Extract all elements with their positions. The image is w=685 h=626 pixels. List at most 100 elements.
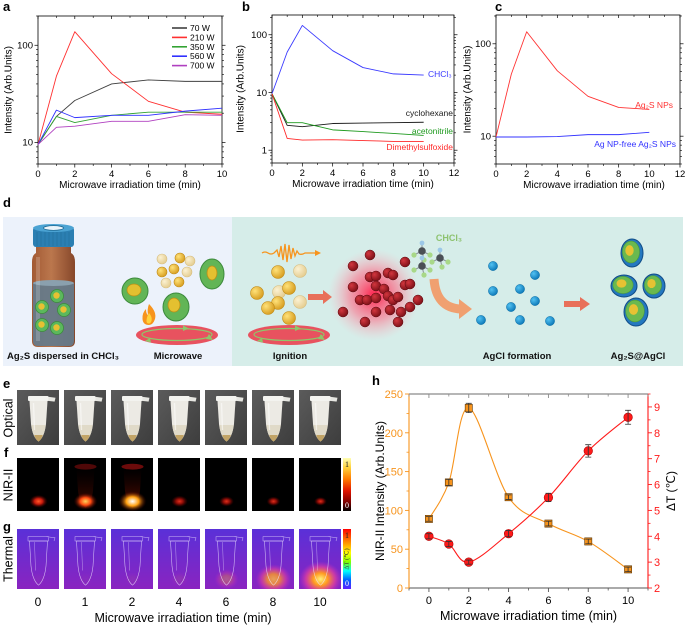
tube-rim (28, 396, 49, 401)
error-bar (465, 559, 472, 565)
x-tick-label: 10 (644, 169, 655, 180)
chlorine-atom (429, 259, 435, 265)
panel-letter-f: f (4, 445, 9, 460)
error-bar (625, 409, 632, 425)
tile-image (111, 390, 153, 445)
vial-cap-hole (43, 225, 64, 231)
chlorine-atom (439, 264, 445, 270)
panel-letter-c: c (495, 0, 503, 14)
error-bar (585, 444, 592, 458)
tube-inner-line (222, 542, 224, 571)
particle-core (53, 324, 60, 331)
tube-rim (75, 396, 96, 401)
ag-nanoparticle (293, 264, 307, 278)
left-y-tick-label: 150 (385, 467, 403, 479)
thermal-image-tile (299, 529, 341, 589)
error-bar (505, 530, 512, 538)
time-label: 8 (269, 595, 277, 609)
step-label-microwave: Microwave (154, 351, 203, 362)
tube-outline-icon (217, 540, 236, 586)
y-tick-label: 1 (262, 146, 267, 157)
tube-rim-outline (215, 536, 244, 542)
ag2s-nanoparticle (35, 318, 49, 332)
right-y-tick-label: 2 (654, 583, 660, 595)
ignited-particle (359, 316, 371, 328)
error-bar (425, 516, 432, 522)
tube-inner-line (269, 542, 271, 571)
y-tick-label: 100 (251, 30, 267, 41)
right-y-tick-label: 3 (654, 557, 660, 569)
tile-image (64, 529, 106, 589)
tile-image (299, 529, 341, 589)
legend-label: 700 W (190, 61, 215, 71)
ignited-particle (370, 292, 382, 304)
hydrogen-atom (419, 240, 425, 246)
ag-nanoparticle (293, 295, 307, 309)
ignited-particle (412, 294, 424, 306)
y-tick-label: 100 (17, 41, 33, 52)
reagent-label-chcl3: CHCl₃ (436, 233, 462, 243)
thermal-colorbar-label: ΔT (℃) (343, 548, 351, 570)
y-axis-title: Intensity (Arb.Units) (463, 46, 474, 134)
error-bar (545, 492, 552, 503)
right-y-tick-label: 8 (654, 428, 660, 440)
tube-outline-icon (76, 540, 95, 586)
error-bar (425, 533, 432, 540)
tube-rim-outline (168, 536, 197, 542)
series-line-ag-s-nps (495, 31, 650, 138)
nir-signal-glow (118, 491, 147, 511)
nir-signal-glow (171, 495, 188, 508)
rotation-arrowhead-icon (183, 325, 189, 331)
thermal-image-tile (158, 529, 200, 589)
schematic-diagram: Ag₂S dispersed in CHCl₃ Microwave Igniti… (3, 217, 683, 366)
flame-icon (142, 304, 156, 325)
ag-nanoparticle (160, 277, 172, 289)
process-arrow-icon (564, 297, 590, 311)
step-label-ignition: Ignition (273, 351, 307, 362)
x-tick-label: 6 (360, 168, 365, 179)
series-line-ag-np-free-ag-s-nps (496, 131, 650, 138)
carbon-atom (418, 262, 426, 270)
x-tick-label: 8 (585, 595, 591, 607)
optical-image-tile (17, 390, 59, 445)
nir-signal-glow (29, 494, 48, 508)
agcl-particle (530, 270, 540, 280)
optical-image-tile (299, 390, 341, 445)
x-tick-label: 12 (449, 168, 460, 179)
thermal-colorbar-min: 0 (345, 579, 349, 588)
panel-letter-d: d (3, 195, 11, 210)
tube-rim (263, 396, 284, 401)
tile-background (17, 529, 59, 589)
series-line-700-w (37, 114, 223, 145)
tube-outline-icon (29, 540, 48, 586)
nir-colorbar-max: 1 (345, 460, 349, 469)
x-tick-label: 2 (72, 169, 77, 180)
tube-sediment (128, 435, 137, 442)
x-tick-label: 12 (675, 169, 685, 180)
error-bar (445, 478, 452, 486)
ignited-particle (399, 256, 411, 268)
x-tick-label: 6 (545, 595, 551, 607)
error-bar (465, 402, 472, 414)
particle-core (60, 306, 67, 313)
tile-image (17, 390, 59, 445)
rotation-arrowhead-icon (318, 334, 325, 340)
particle-core (647, 278, 656, 289)
tube-rim (169, 396, 190, 401)
thermal-image-tile (111, 529, 153, 589)
optical-image-tile (111, 390, 153, 445)
panel-letter-g: g (3, 519, 11, 534)
tube-inner-line (81, 542, 83, 571)
turntable-icon (248, 325, 330, 345)
ag-nanoparticle (173, 276, 185, 288)
series-annotation-ag-np-free-ag-s-nps: Ag NP-free Ag₂S NPs (594, 139, 676, 149)
chlorine-atom (427, 267, 433, 273)
x-tick-label: 2 (466, 595, 472, 607)
optical-image-tile (64, 390, 106, 445)
rotation-arrow-ring (253, 327, 325, 342)
chlorine-atom (411, 252, 417, 258)
tube-rim-glow (121, 463, 144, 470)
ag-nanoparticle (271, 265, 285, 279)
series-annotation-cyclohexane: cyclohexane (406, 108, 454, 118)
